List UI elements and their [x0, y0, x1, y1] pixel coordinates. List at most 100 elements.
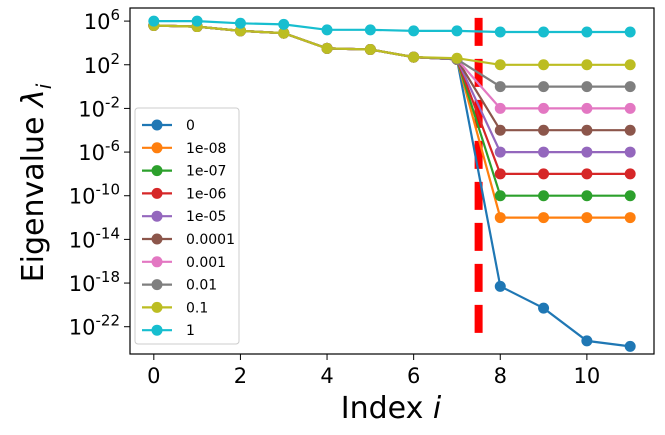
data-point [321, 42, 333, 54]
data-point [624, 81, 636, 93]
data-point [581, 124, 593, 136]
data-point [581, 168, 593, 180]
legend-entry: 0.001 [142, 255, 226, 271]
data-point [364, 24, 376, 36]
legend-entry: 0 [142, 118, 195, 134]
legend-swatch-marker [151, 324, 163, 336]
data-point [581, 190, 593, 202]
data-point [494, 102, 506, 114]
data-point [364, 43, 376, 55]
legend-swatch-marker [151, 233, 163, 245]
x-tick-label: 0 [147, 364, 160, 388]
data-point [624, 59, 636, 71]
legend-label: 1e-08 [186, 141, 226, 157]
y-tick-label: 10-2 [78, 93, 120, 121]
data-point [538, 302, 550, 314]
data-point [451, 25, 463, 37]
data-point [234, 17, 246, 29]
data-point [408, 51, 420, 63]
x-tick-label: 2 [234, 364, 247, 388]
data-point [494, 280, 506, 292]
y-tick-label: 102 [84, 50, 120, 78]
data-point [624, 190, 636, 202]
data-point [234, 25, 246, 37]
legend-swatch-marker [151, 210, 163, 222]
axes-frame [129, 7, 655, 355]
x-axis-label: Index i [341, 391, 442, 426]
legend-label: 0.01 [186, 278, 217, 294]
series-0.1 [148, 19, 636, 71]
series-line [153, 20, 631, 34]
legend-entry: 1e-07 [142, 164, 226, 180]
data-point [538, 190, 550, 202]
x-tick-label: 4 [320, 364, 333, 388]
legend-entry: 0.1 [142, 300, 208, 316]
data-point [494, 168, 506, 180]
legend-swatch-marker [151, 301, 163, 313]
data-point [538, 146, 550, 158]
data-point [321, 24, 333, 36]
legend-swatch-marker [151, 256, 163, 268]
legend: 0 1e-08 1e-07 1e-06 1e-05 0.0001 0.001 0.01 0.1 1 [134, 107, 240, 345]
y-tick-label: 10-22 [69, 312, 120, 340]
y-tick-label: 10-10 [69, 181, 120, 209]
axes: 0 2 4 6 8 1010610210-210-610-1010-1410-1810-2… [69, 6, 655, 388]
data-point [624, 146, 636, 158]
y-axis-label: Eigenvalue λi [16, 83, 56, 282]
y-axis-label-sub: i [32, 83, 56, 89]
data-point [624, 124, 636, 136]
data-point [538, 124, 550, 136]
data-point [624, 212, 636, 224]
data-point [624, 340, 636, 352]
series-1 [148, 15, 636, 38]
legend-entry: 1 [142, 323, 195, 339]
data-point [494, 124, 506, 136]
legend-label: 1e-06 [186, 186, 226, 202]
data-point [278, 27, 290, 39]
legend-swatch-marker [151, 142, 163, 154]
legend-label: 0.001 [186, 255, 226, 271]
data-point [538, 168, 550, 180]
y-axis-label-var: λ [16, 89, 51, 109]
data-point [148, 15, 160, 27]
data-point [581, 146, 593, 158]
data-point [581, 59, 593, 71]
data-point [408, 25, 420, 37]
legend-label: 0.1 [186, 300, 208, 316]
data-point [538, 212, 550, 224]
y-tick-label: 10-18 [69, 268, 120, 296]
data-point [278, 18, 290, 30]
data-point [538, 59, 550, 71]
data-point [624, 26, 636, 38]
data-point [581, 335, 593, 347]
legend-swatch-marker [151, 187, 163, 199]
data-point [451, 52, 463, 64]
legend-entry: 0.01 [142, 278, 217, 294]
data-point [624, 102, 636, 114]
x-tick-label: 10 [574, 364, 601, 388]
x-axis-label-text: Index [341, 391, 424, 426]
data-point [624, 168, 636, 180]
legend-label: 1 [186, 323, 195, 339]
legend-entry: 1e-06 [142, 186, 226, 202]
data-point [494, 59, 506, 71]
data-point [494, 26, 506, 38]
legend-label: 1e-07 [186, 164, 226, 180]
data-point [581, 212, 593, 224]
x-axis-label-var: i [433, 391, 442, 426]
legend-label: 0.0001 [186, 232, 235, 248]
x-tick-label: 6 [407, 364, 420, 388]
series-line [153, 24, 631, 66]
legend-swatch-marker [151, 119, 163, 131]
legend-swatch-marker [151, 165, 163, 177]
x-tick-label: 8 [494, 364, 507, 388]
data-point [494, 212, 506, 224]
data-point [538, 81, 550, 93]
legend-entry: 1e-05 [142, 209, 226, 225]
y-axis-label-text: Eigenvalue [16, 117, 51, 283]
data-point [538, 26, 550, 38]
data-point [494, 146, 506, 158]
data-point [494, 190, 506, 202]
y-tick-label: 10-14 [69, 224, 120, 252]
